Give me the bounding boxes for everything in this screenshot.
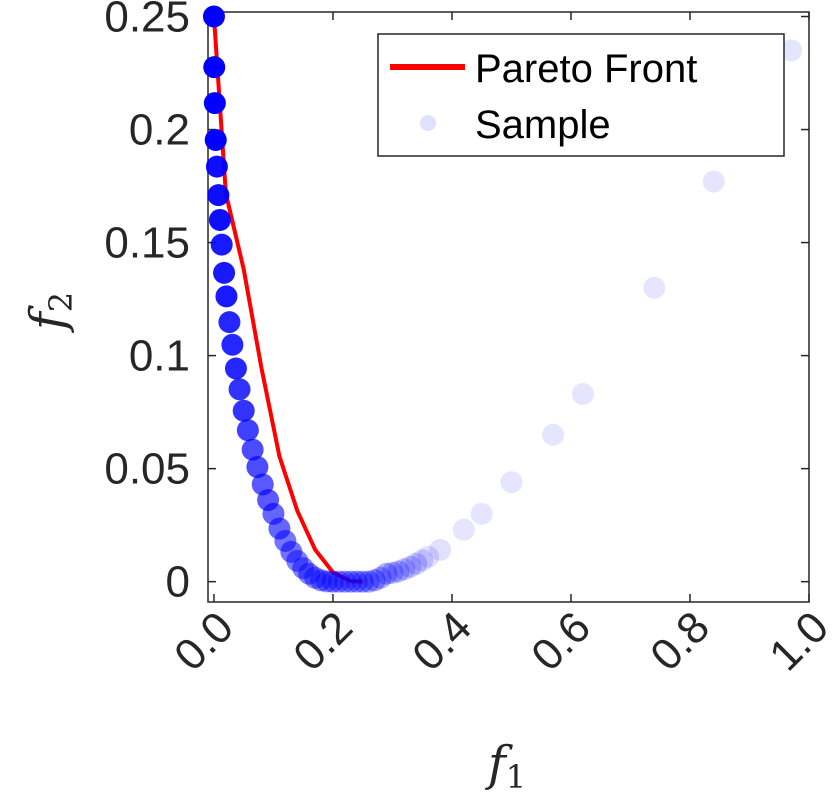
sample-point-10 [218, 311, 241, 334]
sample-point-2 [203, 92, 226, 115]
sample-point-52 [571, 383, 594, 406]
x-tick-label-4: 0.8 [641, 602, 719, 680]
sample-point-54 [702, 170, 725, 193]
legend-label-pareto: Pareto Front [475, 47, 697, 91]
sample-point-35 [351, 570, 374, 593]
y-tick-labels: 0 0.05 0.1 0.15 0.2 0.25 [104, 0, 190, 607]
legend: Pareto Front Sample [377, 33, 785, 157]
sample-point-43 [399, 555, 422, 578]
sample-point-34 [345, 570, 368, 593]
y-tick-label-4: 0.2 [129, 106, 190, 155]
sample-point-16 [241, 438, 264, 461]
y-axis-label-sub: 2 [42, 292, 80, 312]
sample-point-37 [363, 569, 386, 592]
x-axis-label: f1 [485, 736, 526, 796]
sample-point-44 [405, 552, 428, 575]
sample-point-6 [208, 208, 231, 231]
sample-point-53 [643, 276, 666, 299]
sample-point-27 [304, 566, 327, 589]
sample-point-55 [780, 39, 803, 62]
legend-label-sample: Sample [475, 103, 611, 147]
sample-point-45 [411, 549, 434, 572]
sample-point-4 [205, 155, 228, 178]
sample-point-48 [452, 518, 475, 541]
sample-point-42 [393, 558, 416, 581]
y-tick-label-2: 0.1 [129, 332, 190, 381]
sample-point-0 [202, 5, 225, 28]
x-tick-labels: 0.0 0.2 0.4 0.6 0.8 1.0 [165, 602, 832, 680]
y-tick-label-1: 0.05 [104, 445, 190, 494]
sample-point-32 [333, 570, 356, 593]
y-tick-label-5: 0.25 [104, 0, 190, 42]
sample-point-26 [298, 562, 321, 585]
sample-point-12 [224, 357, 247, 380]
sample-point-30 [321, 570, 344, 593]
sample-point-8 [213, 261, 236, 284]
x-tick-label-2: 0.4 [403, 602, 481, 680]
sample-point-11 [221, 333, 244, 356]
sample-point-15 [236, 419, 259, 442]
sample-point-31 [327, 570, 350, 593]
sample-point-46 [417, 545, 440, 568]
x-tick-label-1: 0.2 [284, 602, 362, 680]
sample-point-33 [339, 570, 362, 593]
sample-point-47 [429, 539, 452, 562]
x-tick-label-5: 1.0 [760, 602, 832, 680]
sample-point-3 [204, 128, 227, 151]
pareto-front-line [211, 16, 363, 584]
sample-point-40 [381, 561, 404, 584]
legend-box [377, 33, 785, 157]
x-tick-label-0: 0.0 [165, 602, 243, 680]
y-axis-label: f2 [20, 292, 80, 333]
sample-point-50 [500, 471, 523, 494]
sample-series [202, 5, 803, 593]
sample-point-14 [232, 399, 255, 422]
sample-point-36 [357, 570, 380, 593]
sample-point-51 [542, 423, 565, 446]
sample-point-5 [207, 184, 230, 207]
sample-point-41 [387, 560, 410, 583]
x-axis-label-sub: 1 [506, 758, 526, 796]
y-tick-label-3: 0.15 [104, 219, 190, 268]
sample-point-49 [470, 502, 493, 525]
pareto-front-series [211, 16, 363, 584]
legend-marker-swatch [420, 115, 436, 131]
sample-point-7 [210, 233, 233, 256]
sample-point-29 [316, 570, 339, 593]
sample-point-9 [215, 285, 238, 308]
y-tick-label-0: 0 [166, 558, 190, 607]
sample-point-39 [375, 562, 398, 585]
sample-point-17 [246, 456, 269, 479]
sample-point-28 [310, 569, 333, 592]
sample-point-13 [228, 378, 251, 401]
sample-point-1 [203, 56, 226, 79]
x-tick-label-3: 0.6 [522, 602, 600, 680]
sample-point-38 [369, 566, 392, 589]
